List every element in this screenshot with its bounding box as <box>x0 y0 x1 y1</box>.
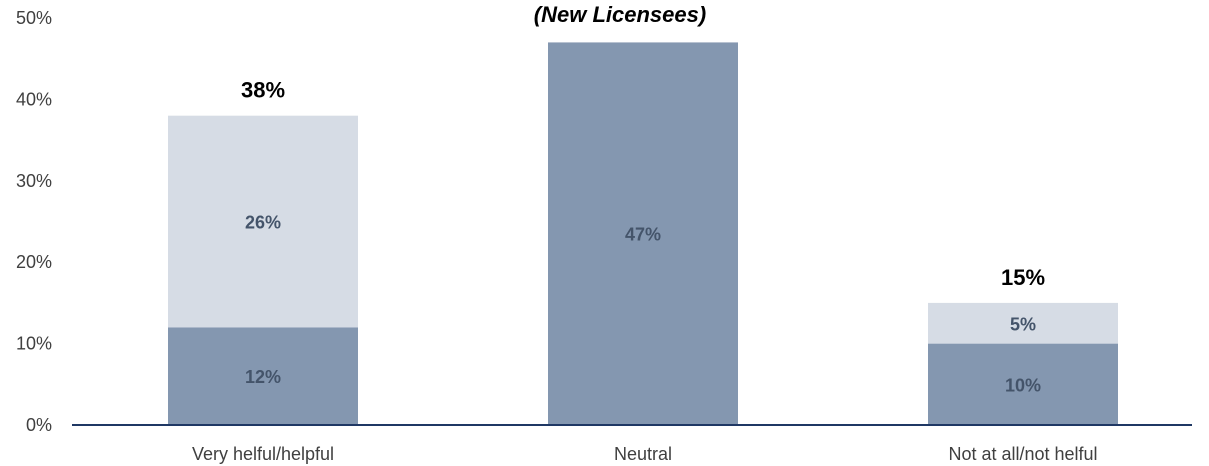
data-label: 26% <box>245 213 281 233</box>
bar-segment <box>928 302 1118 344</box>
bar-segment <box>168 327 358 425</box>
x-tick-label: Very helful/helpful <box>192 444 334 464</box>
y-tick-label: 30% <box>16 171 52 191</box>
total-label: 15% <box>1001 265 1045 290</box>
y-tick-label: 40% <box>16 89 52 109</box>
x-tick-label: Not at all/not helful <box>948 444 1097 464</box>
data-label: 5% <box>1010 314 1036 334</box>
bar-segment <box>548 42 738 426</box>
y-tick-label: 10% <box>16 334 52 354</box>
y-tick-label: 50% <box>16 8 52 28</box>
plot-area: 12% 26% 38% 47% 10% 5% 15% <box>168 42 1118 426</box>
y-axis: 0% 10% 20% 30% 40% 50% <box>16 8 52 435</box>
data-label: 12% <box>245 367 281 387</box>
y-tick-label: 20% <box>16 252 52 272</box>
bar-segment <box>928 343 1118 425</box>
x-axis: Very helful/helpful Neutral Not at all/not… <box>192 444 1098 464</box>
x-tick-label: Neutral <box>614 444 672 464</box>
chart-title: (New Licensees) <box>534 2 706 27</box>
data-label: 10% <box>1005 375 1041 395</box>
y-tick-label: 0% <box>26 415 52 435</box>
total-label: 38% <box>241 78 285 103</box>
bar-segment <box>168 115 358 328</box>
data-label: 47% <box>625 225 661 245</box>
